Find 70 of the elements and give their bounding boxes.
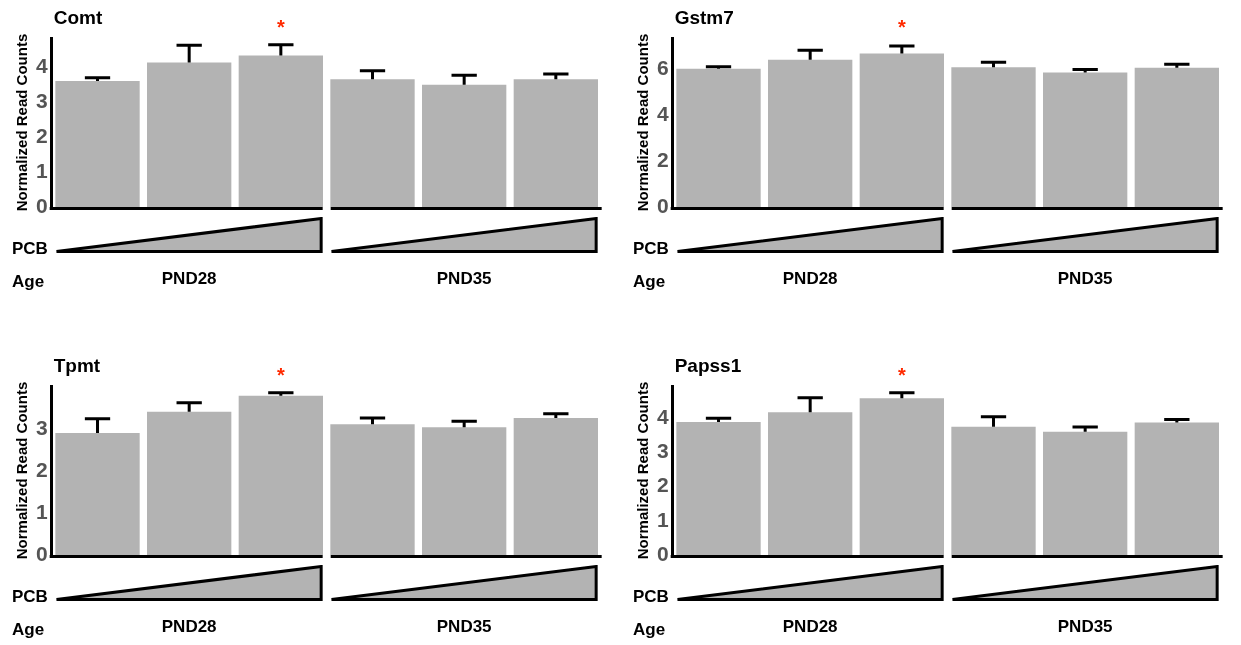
x-tick-label: PND28 <box>782 268 838 288</box>
bar <box>330 423 415 555</box>
y-tick-label: 3 <box>35 89 48 113</box>
y-tick-label: 3 <box>656 438 669 462</box>
annotation: * <box>897 363 906 386</box>
bar <box>951 426 1036 555</box>
y-tick-label: 0 <box>656 193 669 217</box>
bar <box>859 53 945 207</box>
bar <box>330 79 415 207</box>
bar <box>676 68 761 207</box>
annotation: * <box>276 363 285 386</box>
text: PCB <box>633 586 669 606</box>
bar <box>55 80 140 207</box>
y-axis-title: Normalized Read Counts <box>13 33 31 212</box>
bar <box>768 411 853 555</box>
chart-title: Tpmt <box>53 354 101 376</box>
bar <box>238 395 324 555</box>
bar <box>55 432 140 555</box>
text: Age <box>12 619 45 639</box>
annotation: * <box>897 16 906 38</box>
y-tick-label: 1 <box>656 507 669 531</box>
bar <box>513 79 598 207</box>
text: PCB <box>12 586 48 606</box>
x-tick-label: PND28 <box>161 268 217 288</box>
y-tick-label: 4 <box>656 404 669 428</box>
text: PCB <box>12 239 48 258</box>
x-tick-label: PND35 <box>436 268 492 288</box>
y-tick-label: 0 <box>35 193 48 217</box>
text: Age <box>633 272 666 291</box>
annotation: * <box>276 16 285 38</box>
y-tick-label: 6 <box>656 56 669 80</box>
y-tick-label: 1 <box>35 499 48 523</box>
bar <box>1134 67 1219 207</box>
bar <box>1134 422 1219 555</box>
y-tick-label: 2 <box>35 457 48 481</box>
x-tick-label: PND28 <box>161 616 217 636</box>
bar <box>859 397 945 555</box>
y-axis-title: Normalized Read Counts <box>634 381 652 559</box>
chart-title: Gstm7 <box>674 7 734 28</box>
y-tick-label: 2 <box>656 147 669 171</box>
y-tick-label: 0 <box>656 541 669 565</box>
y-tick-label: 0 <box>35 541 48 565</box>
bar <box>147 411 232 555</box>
bar <box>1043 72 1128 207</box>
y-tick-label: 4 <box>656 102 669 126</box>
text: PCB <box>633 239 669 258</box>
y-axis-title: Normalized Read Counts <box>13 381 31 559</box>
text: Age <box>633 619 666 639</box>
x-tick-label: PND35 <box>1057 616 1113 636</box>
x-tick-label: PND28 <box>782 616 838 636</box>
chart-title: Comt <box>53 7 103 28</box>
text: Age <box>12 272 45 291</box>
bar <box>422 84 507 207</box>
bar <box>513 417 598 555</box>
bar <box>422 426 507 555</box>
bar <box>676 421 761 555</box>
y-tick-label: 2 <box>656 472 669 496</box>
y-tick-label: 2 <box>35 123 48 147</box>
y-tick-label: 1 <box>35 158 48 182</box>
bar <box>147 62 232 207</box>
x-tick-label: PND35 <box>436 616 492 636</box>
bar <box>768 59 853 207</box>
bar <box>238 55 324 207</box>
bar <box>951 67 1036 207</box>
bar <box>1043 431 1128 555</box>
chart-title: Papss1 <box>674 354 742 376</box>
y-tick-label: 4 <box>35 54 48 78</box>
y-tick-label: 3 <box>35 415 48 439</box>
x-tick-label: PND35 <box>1057 268 1113 288</box>
y-axis-title: Normalized Read Counts <box>634 33 652 212</box>
